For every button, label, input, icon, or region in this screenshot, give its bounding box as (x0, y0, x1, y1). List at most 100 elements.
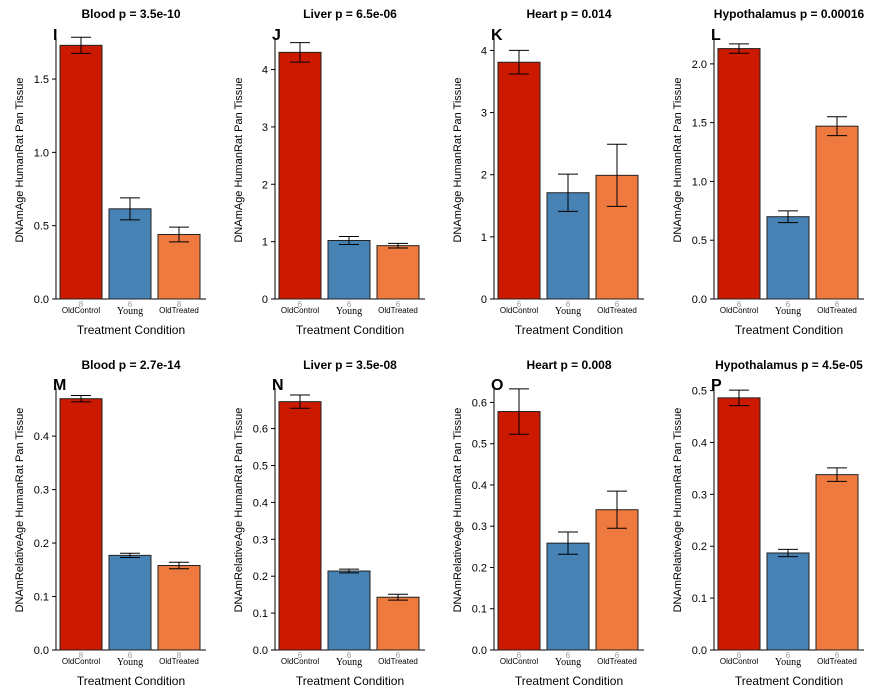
sample-size-label: 6 (566, 651, 571, 660)
chart-panel-k: Heart p = 0.014 K DNAmAge HumanRat Pan Tis… (452, 7, 644, 337)
y-tick-label: 1.5 (34, 74, 49, 86)
bar-oldcontrol (59, 398, 103, 651)
y-axis-label: DNAmAge HumanRat Pan Tissue (233, 77, 245, 242)
y-axis-label: DNAmRelativeAge HumanRat Pan Tissue (14, 408, 26, 613)
bar-oldcontrol (717, 48, 761, 300)
y-axis-label: DNAmRelativeAge HumanRat Pan Tissue (672, 408, 684, 613)
y-tick-label: 0.5 (34, 221, 49, 233)
chart-panel-j: Liver p = 6.5e-06 J DNAmAge HumanRat Pan T… (233, 7, 425, 337)
sample-size-label: 6 (615, 651, 620, 660)
y-tick-label: 0.1 (472, 604, 487, 616)
y-tick-label: 3 (262, 122, 268, 134)
y-tick-label: 0.4 (692, 437, 707, 449)
chart-panel-l: Hypothalamus p = 0.00016 L DNAmAge HumanRa… (672, 7, 865, 337)
sample-size-label: 6 (517, 300, 522, 309)
y-tick-label: 3 (481, 108, 487, 120)
chart-panel-i: Blood p = 3.5e-10 I DNAmAge HumanRat Pan T… (14, 7, 206, 337)
x-axis-label: Treatment Condition (77, 323, 185, 337)
sample-size-label: 6 (835, 300, 840, 309)
y-tick-label: 0.5 (692, 386, 707, 398)
category-label: OldTreated (159, 306, 199, 315)
sample-size-label: 6 (517, 651, 522, 660)
bar-oldtreated (157, 233, 201, 300)
y-tick-label: 2.0 (692, 59, 707, 71)
sample-size-label: 6 (128, 651, 133, 660)
y-tick-label: 0.6 (253, 424, 268, 436)
category-label: Young (336, 306, 362, 317)
category-label: OldControl (720, 657, 758, 666)
y-tick-label: 0.5 (692, 235, 707, 247)
category-label: Young (555, 657, 581, 668)
sample-size-label: 6 (835, 651, 840, 660)
sample-size-label: 8 (177, 300, 182, 309)
bar-young (766, 216, 810, 300)
y-axis-label: DNAmRelativeAge HumanRat Pan Tissue (233, 408, 245, 613)
x-axis-label: Treatment Condition (735, 674, 843, 688)
y-tick-label: 1.0 (692, 176, 707, 188)
y-tick-label: 0.5 (472, 439, 487, 451)
sample-size-label: 6 (737, 300, 742, 309)
sample-size-label: 6 (128, 300, 133, 309)
sample-size-label: 6 (298, 651, 303, 660)
sample-size-label: 6 (786, 651, 791, 660)
y-tick-label: 0.1 (692, 593, 707, 605)
bar-young (327, 570, 371, 651)
panel-title: Hypothalamus p = 0.00016 (714, 7, 865, 21)
x-axis-label: Treatment Condition (515, 323, 623, 337)
y-tick-label: 0.4 (472, 480, 487, 492)
sample-size-label: 8 (79, 651, 84, 660)
x-axis-label: Treatment Condition (735, 323, 843, 337)
category-label: Young (336, 657, 362, 668)
y-tick-label: 1 (481, 232, 487, 244)
y-tick-label: 0.3 (253, 534, 268, 546)
sample-size-label: 6 (396, 300, 401, 309)
y-axis-label: DNAmRelativeAge HumanRat Pan Tissue (452, 408, 464, 613)
category-label: Young (775, 306, 801, 317)
panel-title: Liver p = 6.5e-06 (303, 7, 397, 21)
bar-oldtreated (376, 596, 420, 651)
bar-young (108, 554, 152, 651)
y-tick-label: 0.2 (253, 571, 268, 583)
category-label: Young (775, 657, 801, 668)
y-tick-label: 1 (262, 237, 268, 249)
category-label: Young (117, 306, 143, 317)
y-tick-label: 4 (262, 65, 268, 77)
bar-oldtreated (815, 474, 859, 651)
y-tick-label: 0.0 (692, 294, 707, 306)
category-label: OldControl (281, 306, 319, 315)
x-axis-label: Treatment Condition (296, 323, 404, 337)
sample-size-label: 6 (347, 300, 352, 309)
y-axis-label: DNAmAge HumanRat Pan Tissue (672, 77, 684, 242)
sample-size-label: 6 (298, 300, 303, 309)
panel-letter: I (53, 27, 57, 44)
sample-size-label: 6 (786, 300, 791, 309)
y-tick-label: 4 (481, 45, 487, 57)
category-label: OldTreated (378, 306, 418, 315)
x-axis-label: Treatment Condition (296, 674, 404, 688)
y-tick-label: 1.0 (34, 147, 49, 159)
panel-letter: K (491, 27, 503, 44)
category-label: Young (555, 306, 581, 317)
sample-size-label: 6 (737, 651, 742, 660)
y-tick-label: 0.4 (253, 497, 268, 509)
category-label: OldControl (500, 657, 538, 666)
y-tick-label: 2 (262, 179, 268, 191)
sample-size-label: 6 (347, 651, 352, 660)
y-tick-label: 0.0 (472, 645, 487, 657)
chart-panel-o: Heart p = 0.008 O DNAmRelativeAge HumanRat… (452, 358, 644, 688)
y-tick-label: 0.6 (472, 397, 487, 409)
bar-young (327, 239, 371, 300)
x-axis-label: Treatment Condition (77, 674, 185, 688)
bar-oldtreated (157, 565, 201, 651)
x-axis-label: Treatment Condition (515, 674, 623, 688)
bar-oldcontrol (59, 44, 103, 300)
category-label: OldTreated (597, 306, 637, 315)
y-tick-label: 0.1 (34, 592, 49, 604)
panel-title: Heart p = 0.008 (526, 358, 611, 372)
y-tick-label: 0 (481, 294, 487, 306)
panel-letter: L (711, 27, 721, 44)
sample-size-label: 6 (566, 300, 571, 309)
category-label: OldTreated (817, 657, 857, 666)
y-tick-label: 0.3 (34, 485, 49, 497)
